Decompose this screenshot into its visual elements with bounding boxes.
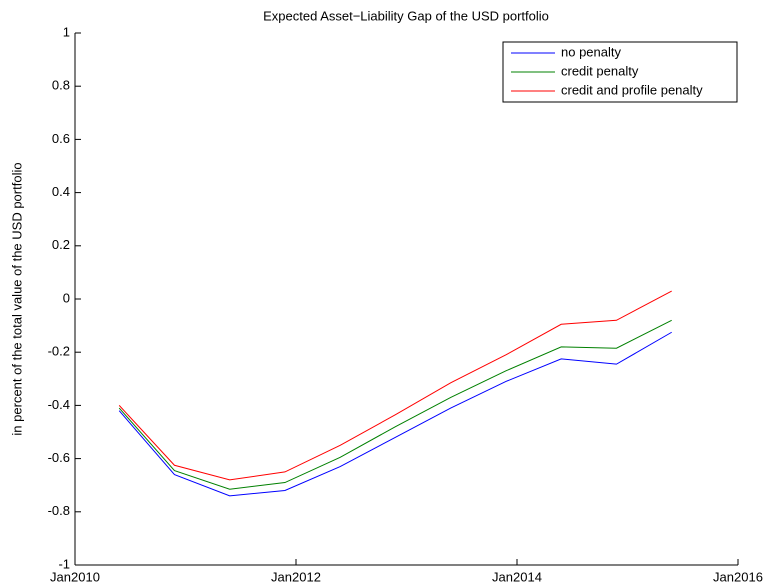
y-tick-label: 0 — [63, 290, 70, 305]
chart-title: Expected Asset−Liability Gap of the USD … — [263, 8, 549, 23]
line-series — [118, 319, 672, 490]
y-tick-label: -0.8 — [48, 503, 70, 518]
x-tick-label: Jan2016 — [713, 569, 763, 584]
legend-label: credit and profile penalty — [561, 82, 703, 97]
line-series — [118, 331, 672, 497]
y-tick-label: -0.6 — [48, 450, 70, 465]
y-tick-label: 0.6 — [52, 131, 70, 146]
y-tick-label: -1 — [58, 556, 70, 571]
y-tick-label: 0.2 — [52, 237, 70, 252]
x-tick-label: Jan2014 — [492, 569, 542, 584]
y-tick-label: 0.8 — [52, 78, 70, 93]
line-series — [118, 290, 672, 481]
y-tick-label: 0.4 — [52, 184, 70, 199]
legend-label: no penalty — [561, 44, 621, 59]
x-tick-label: Jan2010 — [50, 569, 100, 584]
x-tick-label: Jan2012 — [271, 569, 321, 584]
y-tick-label: -0.2 — [48, 344, 70, 359]
y-tick-label: 1 — [63, 24, 70, 39]
y-axis-label: in percent of the total value of the USD… — [9, 162, 24, 435]
y-tick-label: -0.4 — [48, 397, 70, 412]
legend-label: credit penalty — [561, 63, 639, 78]
